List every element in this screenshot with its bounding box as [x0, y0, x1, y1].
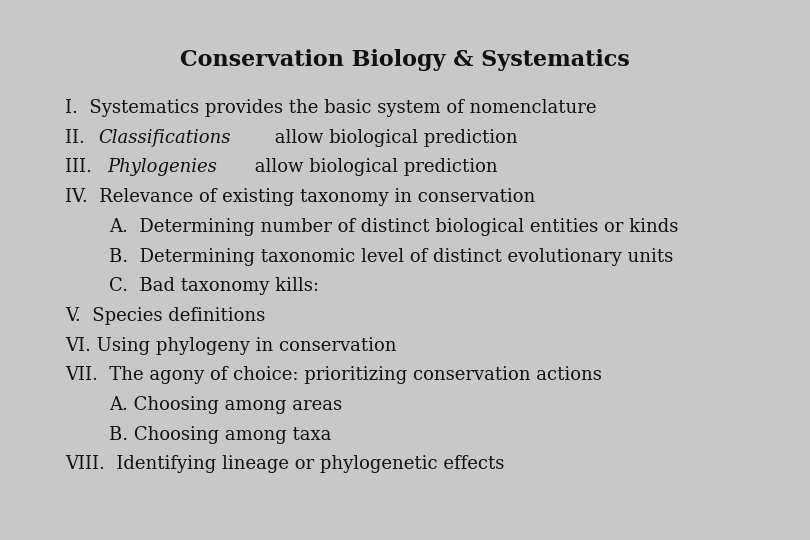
Text: A.  Determining number of distinct biological entities or kinds: A. Determining number of distinct biolog…: [109, 218, 679, 236]
Text: II.: II.: [65, 129, 91, 147]
Text: B. Choosing among taxa: B. Choosing among taxa: [109, 426, 332, 444]
Text: VI. Using phylogeny in conservation: VI. Using phylogeny in conservation: [65, 336, 396, 355]
Text: III.: III.: [65, 158, 97, 177]
Text: allow biological prediction: allow biological prediction: [269, 129, 518, 147]
Text: VIII.  Identifying lineage or phylogenetic effects: VIII. Identifying lineage or phylogeneti…: [65, 455, 504, 474]
Text: V.  Species definitions: V. Species definitions: [65, 307, 265, 325]
Text: Phylogenies: Phylogenies: [107, 158, 217, 177]
Text: Conservation Biology & Systematics: Conservation Biology & Systematics: [180, 49, 630, 71]
Text: allow biological prediction: allow biological prediction: [249, 158, 497, 177]
Text: A. Choosing among areas: A. Choosing among areas: [109, 396, 343, 414]
Text: C.  Bad taxonomy kills:: C. Bad taxonomy kills:: [109, 277, 319, 295]
Text: Classifications: Classifications: [98, 129, 230, 147]
Text: I.  Systematics provides the basic system of nomenclature: I. Systematics provides the basic system…: [65, 99, 596, 117]
Text: VII.  The agony of choice: prioritizing conservation actions: VII. The agony of choice: prioritizing c…: [65, 366, 602, 384]
Text: B.  Determining taxonomic level of distinct evolutionary units: B. Determining taxonomic level of distin…: [109, 247, 674, 266]
Text: IV.  Relevance of existing taxonomy in conservation: IV. Relevance of existing taxonomy in co…: [65, 188, 535, 206]
